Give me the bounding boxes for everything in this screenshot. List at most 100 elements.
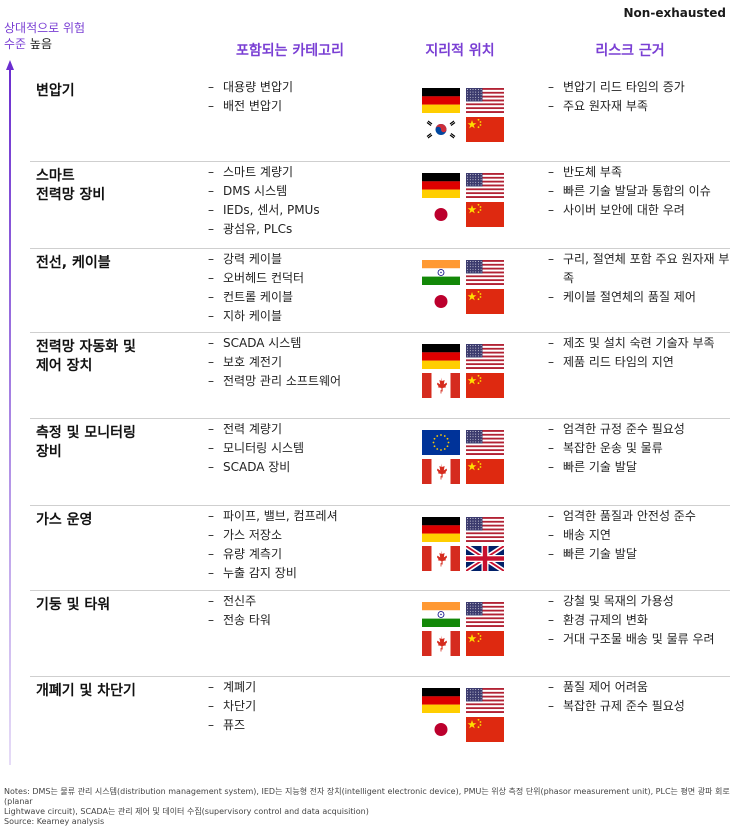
geography-flags [422, 260, 504, 316]
usa-flag-icon [466, 88, 504, 113]
header-geography: 지리적 위치 [425, 43, 495, 59]
row-separator [30, 505, 730, 506]
usa-flag-icon [466, 173, 504, 198]
row-category-name: 전선, 케이블 [36, 254, 111, 273]
risk-reasons-list: 반도체 부족빠른 기술 발달과 통합의 이슈사이버 보안에 대한 우려 [548, 163, 730, 220]
list-item: 엄격한 품질과 안전성 준수 [548, 507, 730, 526]
geography-flags [422, 602, 504, 658]
row-category-name: 가스 운영 [36, 511, 92, 530]
row-category-name-line: 전선, 케이블 [36, 255, 111, 271]
source-line: Source: Kearney analysis [4, 817, 105, 826]
included-categories-list: 전력 계량기모니터링 시스템SCADA 장비 [208, 420, 408, 477]
list-item: 케이블 절연체의 품질 제어 [548, 288, 730, 307]
row-category-name: 스마트 전력망 장비 [36, 167, 105, 205]
germany-flag-icon [422, 688, 460, 713]
list-item: 보호 계전기 [208, 353, 408, 372]
list-item: 전송 타워 [208, 611, 408, 630]
row-category-name-line: 스마트 [36, 168, 75, 184]
list-item: 오버헤드 컨덕터 [208, 269, 408, 288]
usa-flag-icon [466, 344, 504, 369]
list-item: 배전 변압기 [208, 97, 408, 116]
list-item: 품질 제어 어려움 [548, 678, 730, 697]
row-category-name: 개폐기 및 차단기 [36, 682, 136, 701]
risk-reasons-list: 구리, 절연체 포함 주요 원자재 부족케이블 절연체의 품질 제어 [548, 250, 730, 307]
row-category-name-line: 장비 [36, 444, 62, 460]
list-item: 강철 및 목재의 가용성 [548, 592, 730, 611]
list-item: 전력망 관리 소프트웨어 [208, 372, 408, 391]
usa-flag-icon [466, 688, 504, 713]
list-item: 스마트 계량기 [208, 163, 408, 182]
notes-line2: Lightwave circuit), SCADA는 관리 제어 및 데이터 수… [4, 807, 369, 816]
risk-level-line1: 상대적으로 위험 [4, 21, 86, 35]
table-row: 변압기 대용량 변압기배전 변압기 변압기 리드 타임의 증가주요 원자재 부족 [30, 78, 730, 163]
header-risks: 리스크 근거 [595, 43, 665, 59]
risk-reasons-list: 엄격한 품질과 안전성 준수배송 지연빠른 기술 발달 [548, 507, 730, 564]
list-item: 누출 감지 장비 [208, 564, 408, 583]
list-item: 모니터링 시스템 [208, 439, 408, 458]
list-item: 차단기 [208, 697, 408, 716]
table-row: 전선, 케이블 강력 케이블오버헤드 컨덕터컨트롤 케이블지하 케이블 구리, 절연… [30, 250, 730, 334]
list-item: 대용량 변압기 [208, 78, 408, 97]
risk-gradient-arrow-icon [6, 60, 14, 765]
risk-reasons-list: 품질 제어 어려움복잡한 규제 준수 필요성 [548, 678, 730, 716]
germany-flag-icon [422, 173, 460, 198]
list-item: 빠른 기술 발달 [548, 545, 730, 564]
risk-reasons-list: 제조 및 설치 숙련 기술자 부족제품 리드 타임의 지연 [548, 334, 730, 372]
list-item: IEDs, 센서, PMUs [208, 201, 408, 220]
list-item: 퓨즈 [208, 716, 408, 735]
list-item: 거대 구조물 배송 및 물류 우려 [548, 630, 730, 649]
list-item: 제품 리드 타임의 지연 [548, 353, 730, 372]
table-row: 가스 운영 파이프, 밸브, 컴프레셔가스 저장소유량 계측기누출 감지 장비 엄격… [30, 507, 730, 592]
row-separator [30, 332, 730, 333]
list-item: 지하 케이블 [208, 307, 408, 326]
table-row: 기둥 및 타워 전신주전송 타워 강철 및 목재의 가용성환경 규제의 변화거대 구… [30, 592, 730, 678]
geography-flags [422, 88, 504, 144]
usa-flag-icon [466, 602, 504, 627]
china-flag-icon [466, 373, 504, 398]
list-item: 가스 저장소 [208, 526, 408, 545]
row-separator [30, 418, 730, 419]
row-separator [30, 248, 730, 249]
list-item: 광섬유, PLCs [208, 220, 408, 239]
list-item: 전력 계량기 [208, 420, 408, 439]
list-item: 반도체 부족 [548, 163, 730, 182]
row-category-name-line: 기둥 및 타워 [36, 597, 111, 613]
included-categories-list: 강력 케이블오버헤드 컨덕터컨트롤 케이블지하 케이블 [208, 250, 408, 326]
uk-flag-icon [466, 546, 504, 571]
usa-flag-icon [466, 517, 504, 542]
list-item: 복잡한 규제 준수 필요성 [548, 697, 730, 716]
risk-reasons-list: 엄격한 규정 준수 필요성복잡한 운송 및 물류빠른 기술 발달 [548, 420, 730, 477]
row-separator [30, 590, 730, 591]
included-categories-list: 스마트 계량기DMS 시스템IEDs, 센서, PMUs광섬유, PLCs [208, 163, 408, 239]
japan-flag-icon [422, 289, 460, 314]
risk-level-label: 상대적으로 위험 수준 높음 [4, 20, 85, 52]
list-item: 계폐기 [208, 678, 408, 697]
canada-flag-icon [422, 373, 460, 398]
china-flag-icon [466, 459, 504, 484]
china-flag-icon [466, 631, 504, 656]
list-item: 사이버 보안에 대한 우려 [548, 201, 730, 220]
table-row: 전력망 자동화 및제어 장치 SCADA 시스템보호 계전기전력망 관리 소프트웨… [30, 334, 730, 420]
row-category-name: 측정 및 모니터링 장비 [36, 424, 136, 462]
row-separator [30, 676, 730, 677]
row-category-name-line: 전력망 자동화 및 [36, 339, 136, 355]
risk-reasons-list: 강철 및 목재의 가용성환경 규제의 변화거대 구조물 배송 및 물류 우려 [548, 592, 730, 649]
row-category-name: 변압기 [36, 82, 75, 101]
list-item: SCADA 장비 [208, 458, 408, 477]
list-item: 빠른 기술 발달 [548, 458, 730, 477]
included-categories-list: SCADA 시스템보호 계전기전력망 관리 소프트웨어 [208, 334, 408, 391]
included-categories-list: 대용량 변압기배전 변압기 [208, 78, 408, 116]
china-flag-icon [466, 202, 504, 227]
germany-flag-icon [422, 88, 460, 113]
germany-flag-icon [422, 344, 460, 369]
risk-reasons-list: 변압기 리드 타임의 증가주요 원자재 부족 [548, 78, 730, 116]
list-item: 제조 및 설치 숙련 기술자 부족 [548, 334, 730, 353]
china-flag-icon [466, 717, 504, 742]
row-category-name: 기둥 및 타워 [36, 596, 110, 615]
list-item: 환경 규제의 변화 [548, 611, 730, 630]
list-item: 빠른 기술 발달과 통합의 이슈 [548, 182, 730, 201]
list-item: 변압기 리드 타임의 증가 [548, 78, 730, 97]
row-separator [30, 161, 730, 162]
row-category-name: 전력망 자동화 및 제어 장치 [36, 338, 136, 376]
